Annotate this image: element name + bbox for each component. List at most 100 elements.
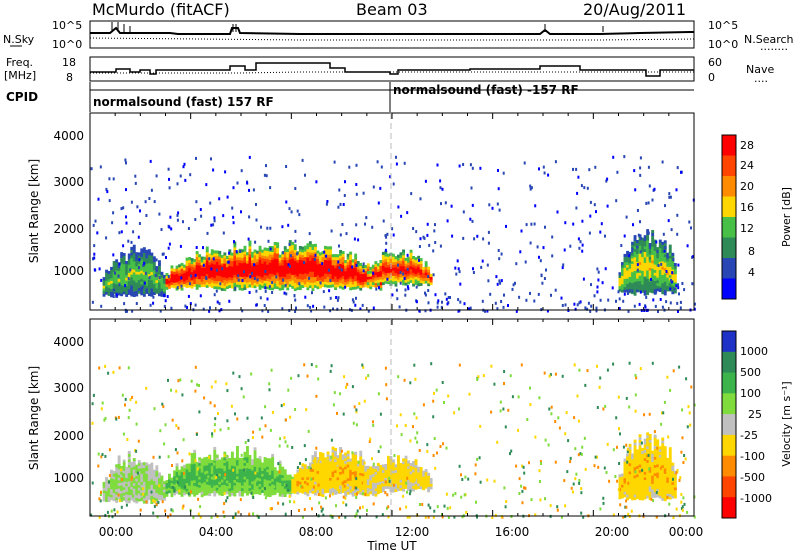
scatter-echo [309, 305, 312, 309]
echo-cell [638, 472, 642, 476]
scatter-echo [529, 187, 532, 191]
echo-cell [329, 259, 332, 263]
colorbar-swatch [722, 278, 736, 300]
echo-cell [173, 486, 176, 490]
echo-cell [387, 278, 390, 282]
scatter-echo [415, 230, 418, 234]
echo-cell [329, 246, 332, 250]
scatter-echo [657, 310, 659, 313]
echo-cell [631, 478, 634, 482]
echo-cell [178, 480, 181, 484]
echo-cell [200, 458, 204, 462]
echo-cell [200, 281, 204, 285]
echo-cell [656, 453, 660, 457]
echo-cell [314, 481, 317, 485]
echo-cell [213, 250, 217, 254]
echo-cell [263, 470, 267, 474]
echo-cell [314, 462, 317, 466]
scatter-echo [96, 231, 99, 235]
scatter-echo [403, 161, 406, 165]
echo-cell [208, 267, 212, 271]
echo-cell [324, 278, 327, 282]
echo-cell [663, 251, 667, 255]
echo-cell [336, 482, 340, 486]
echo-cell [132, 493, 136, 497]
echo-cell [626, 488, 629, 492]
echo-cell [319, 471, 322, 475]
echo-cell [145, 249, 149, 253]
echo-cell [258, 483, 262, 487]
echo-cell [281, 262, 285, 266]
echo-cell [238, 270, 242, 274]
echo-cell [137, 482, 141, 486]
scatter-echo [505, 224, 507, 228]
echo-cell [117, 460, 121, 464]
echo-cell [651, 276, 655, 280]
echo-cell [230, 481, 234, 485]
echo-cell [198, 484, 202, 488]
echo-cell [230, 473, 234, 477]
echo-cell [120, 479, 124, 483]
scatter-echo [312, 304, 315, 308]
scatter-echo [93, 268, 96, 272]
noise-right-tick-bottom: 10^0 [708, 38, 738, 51]
scatter-echo [232, 186, 235, 190]
echo-cell [656, 258, 660, 262]
echo-cell [376, 476, 380, 480]
echo-cell [381, 472, 385, 476]
scatter-echo [255, 289, 258, 293]
echo-cell [203, 490, 207, 494]
scatter-echo [599, 298, 602, 302]
echo-cell [236, 278, 239, 282]
echo-cell [190, 282, 194, 286]
echo-cell [281, 472, 285, 476]
echo-cell [666, 271, 670, 275]
echo-cell [271, 268, 275, 272]
echo-cell [228, 249, 232, 253]
echo-cell [641, 270, 645, 274]
echo-cell [417, 277, 421, 281]
echo-cell [331, 284, 335, 288]
echo-cell [646, 231, 650, 235]
echo-cell [409, 252, 413, 256]
echo-cell [397, 482, 400, 486]
scatter-echo [625, 215, 628, 219]
echo-cell [306, 468, 310, 472]
echo-cell [397, 455, 400, 459]
echo-cell [651, 464, 655, 468]
scatter-echo [631, 289, 634, 293]
echo-cell [132, 258, 136, 262]
echo-cell [298, 281, 302, 285]
echo-cell [193, 469, 197, 473]
echo-cell [110, 291, 113, 295]
echo-cell [306, 268, 310, 272]
echo-cell [364, 490, 368, 494]
echo-cell [351, 262, 355, 266]
echo-cell [170, 483, 174, 487]
echo-cell [303, 491, 307, 495]
echo-cell [225, 491, 229, 495]
echo-cell [218, 272, 222, 276]
scatter-echo [593, 294, 596, 298]
scatter-echo [213, 219, 216, 223]
echo-cell [150, 500, 154, 504]
scatter-echo [554, 288, 557, 292]
echo-cell [127, 475, 131, 479]
echo-cell [643, 240, 647, 244]
echo-cell [125, 477, 129, 481]
echo-cell [319, 479, 322, 483]
echo-cell [112, 484, 116, 488]
echo-cell [407, 270, 410, 274]
echo-cell [258, 245, 262, 249]
echo-cell [115, 259, 119, 263]
scatter-echo [444, 292, 447, 296]
echo-cell [381, 480, 385, 484]
echo-cell [626, 281, 629, 285]
echo-cell [281, 477, 285, 481]
scatter-echo [586, 186, 589, 190]
echo-cell [661, 261, 665, 265]
echo-cell [145, 260, 149, 264]
scatter-echo [210, 223, 213, 227]
echo-cell [422, 275, 426, 279]
echo-cell [402, 483, 405, 487]
